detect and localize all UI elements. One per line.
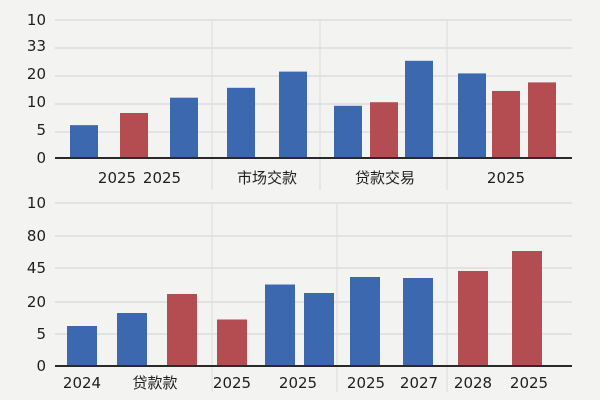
top-chart: 0 5 10 20 33 10 2025 2025 市场交款 贷款交易 2025 xyxy=(27,11,572,190)
bottom-bar-6 xyxy=(304,293,334,366)
bottom-y-tick: 80 xyxy=(27,227,46,245)
top-bar-7 xyxy=(370,102,398,158)
bottom-bar-3 xyxy=(167,294,197,366)
bottom-bar-10 xyxy=(512,251,542,366)
bottom-x-label: 2025 xyxy=(279,374,317,392)
top-bar-1 xyxy=(70,125,98,158)
top-x-label: 贷款交易 xyxy=(355,169,415,187)
bottom-bar-5 xyxy=(265,284,295,366)
bottom-y-tick: 0 xyxy=(36,357,46,375)
top-dividers xyxy=(211,20,448,190)
bottom-x-label: 2025 xyxy=(347,374,385,392)
bottom-y-tick-labels: 0 5 20 45 80 10 xyxy=(27,194,46,375)
bottom-x-label: 2024 xyxy=(63,374,101,392)
bottom-bar-8 xyxy=(403,278,433,366)
bottom-y-tick: 20 xyxy=(27,293,46,311)
top-bar-4 xyxy=(227,87,255,158)
top-bar-9 xyxy=(458,73,486,158)
top-y-tick-labels: 0 5 10 20 33 10 xyxy=(27,11,46,167)
bottom-y-tick: 45 xyxy=(27,259,46,277)
bottom-x-label: 2025 xyxy=(213,374,251,392)
top-bar-11 xyxy=(528,82,556,158)
bottom-bar-9 xyxy=(458,271,488,366)
top-bar-3 xyxy=(170,97,198,158)
top-y-tick: 33 xyxy=(27,37,46,55)
bottom-x-label: 2027 xyxy=(400,374,438,392)
bottom-bar-2 xyxy=(117,313,147,366)
top-x-labels: 2025 2025 市场交款 贷款交易 2025 xyxy=(98,169,525,187)
top-y-tick: 20 xyxy=(27,65,46,83)
bottom-bar-4 xyxy=(217,319,247,366)
top-bar-8 xyxy=(405,60,433,158)
bottom-x-labels: 2024 贷款款 2025 2025 2025 2027 2028 2025 xyxy=(63,374,548,392)
bottom-x-label: 2028 xyxy=(454,374,492,392)
top-bars xyxy=(70,60,556,158)
top-y-tick: 10 xyxy=(27,11,46,29)
bottom-x-label: 贷款款 xyxy=(132,374,177,392)
top-bar-10 xyxy=(492,90,520,158)
bottom-chart: 0 5 20 45 80 10 2024 贷款款 2025 2025 2025 … xyxy=(27,194,572,392)
top-x-label: 2025 xyxy=(143,169,181,187)
top-bar-2 xyxy=(120,113,148,158)
top-x-label: 2025 xyxy=(487,169,525,187)
top-x-label: 市场交款 xyxy=(237,169,297,187)
bottom-bar-1 xyxy=(67,326,97,366)
top-y-tick: 0 xyxy=(36,149,46,167)
top-bar-6 xyxy=(334,105,362,158)
top-y-tick: 5 xyxy=(36,121,46,139)
top-bar-5 xyxy=(279,71,307,158)
bottom-bars xyxy=(67,251,542,366)
top-y-tick: 10 xyxy=(27,93,46,111)
bottom-y-tick: 5 xyxy=(36,325,46,343)
bottom-bar-7 xyxy=(350,277,380,366)
bottom-x-label: 2025 xyxy=(510,374,548,392)
bottom-y-tick: 10 xyxy=(27,194,46,212)
top-x-label: 2025 xyxy=(98,169,136,187)
bottom-dividers xyxy=(211,203,448,392)
